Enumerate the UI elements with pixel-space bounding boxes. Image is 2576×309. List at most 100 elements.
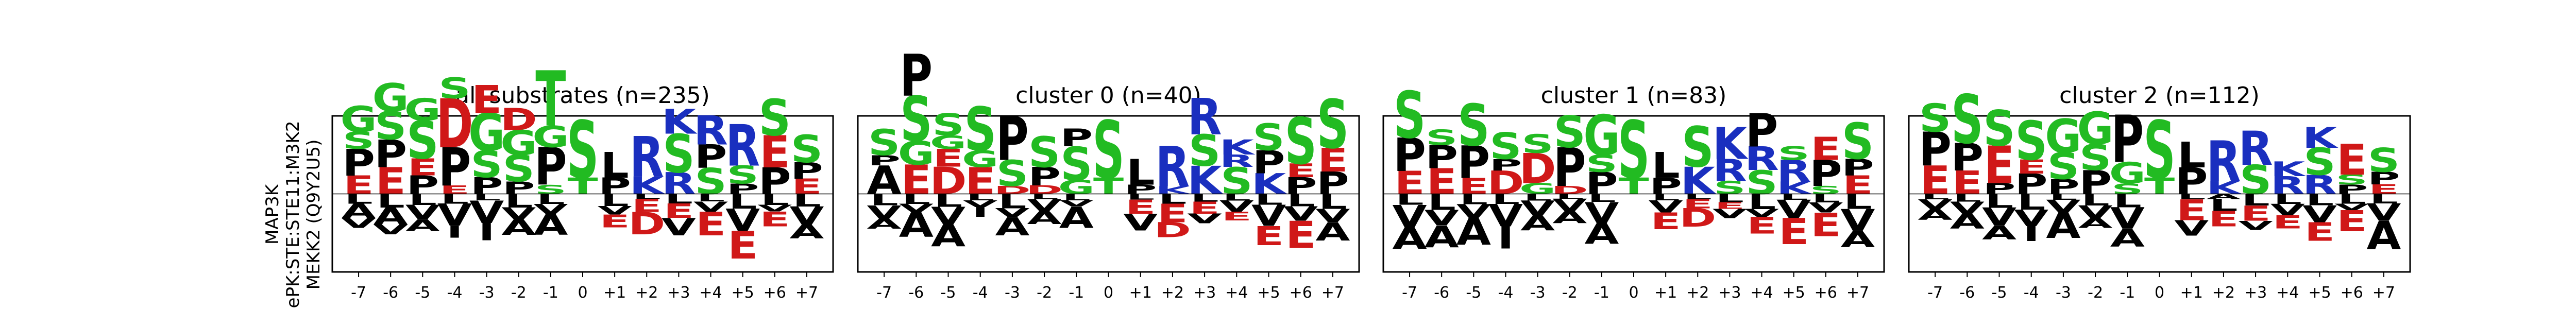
logo-letter-depleted: L <box>1523 192 1552 203</box>
logo-letter: S <box>1586 151 1618 178</box>
logo-letter: P <box>502 178 535 198</box>
logo-letter: L <box>1652 145 1680 186</box>
logo-letter: P <box>694 138 727 176</box>
logo-letter: G <box>500 124 537 164</box>
logo-letter: S <box>1618 105 1650 197</box>
logo-letter: S <box>964 95 996 165</box>
logo-letter-depleted: V <box>1059 199 1094 209</box>
logo-letter: S <box>1983 99 2015 157</box>
logo-letter-depleted: I <box>972 205 989 220</box>
logo-letter: P <box>1124 182 1157 197</box>
logo-letter-depleted: A <box>1059 201 1094 235</box>
logo-letter-depleted: V <box>469 194 504 230</box>
logo-letter: G <box>468 104 505 164</box>
logo-letter: L <box>1126 152 1155 193</box>
logo-letter: G <box>341 98 377 141</box>
figure-ylabel: MAP3K ePK:STE:STE11:M3K2 MEKK2 (Q9Y2U5) <box>262 121 324 308</box>
logo-letter-depleted: V <box>1393 199 1427 235</box>
logo-letter-depleted: A <box>2206 193 2241 201</box>
logo-letter: S <box>1252 116 1284 159</box>
x-tick-label: +1 <box>603 284 626 302</box>
logo-letter-depleted: E <box>727 223 758 267</box>
logo-letter: K <box>1219 135 1256 159</box>
logo-letter-depleted: E <box>664 200 694 223</box>
logo-letter: K <box>1251 168 1287 201</box>
logo-letter-depleted: A <box>533 209 568 242</box>
logo-letter-depleted: V <box>1808 200 1843 216</box>
logo-letter-depleted: V <box>1456 200 1492 222</box>
logo-letter: A <box>867 158 902 204</box>
logo-letter-depleted: V <box>2110 202 2145 236</box>
logo-letter-depleted: A <box>867 216 902 232</box>
x-tick-label: +5 <box>2308 284 2331 302</box>
logo-letter: D <box>1519 144 1556 193</box>
logo-letter: G <box>2045 109 2081 163</box>
logo-letter-depleted: V <box>662 214 696 241</box>
x-tick-label: +7 <box>1321 284 1344 302</box>
logo-letter: S <box>1221 160 1252 203</box>
logo-letter-depleted: D <box>1679 203 1716 233</box>
logo-letter: R <box>2270 171 2305 200</box>
logo-letter: P <box>1553 138 1586 199</box>
logo-letter: P <box>1458 137 1490 188</box>
logo-letter-depleted: V <box>2334 202 2369 212</box>
x-tick-label: -3 <box>1005 284 1020 302</box>
logo-letter-depleted: L <box>1190 192 1218 204</box>
logo-letter: R <box>1156 135 1190 200</box>
logo-letter-depleted: A <box>1315 217 1350 246</box>
logo-letter: R <box>2302 170 2337 200</box>
logo-letter-depleted: L <box>1953 192 1981 204</box>
logo-letter: D <box>436 85 473 164</box>
logo-letter: S <box>406 111 438 171</box>
logo-letter: S <box>1489 126 1521 168</box>
logo-letter: P <box>1649 174 1682 200</box>
x-tick-label: -4 <box>973 284 988 302</box>
logo-letter: P <box>2079 163 2112 201</box>
logo-letter: E <box>439 183 470 196</box>
logo-letter: P <box>1425 139 1458 176</box>
x-tick-label: +2 <box>1161 284 1184 302</box>
logo-letter: P <box>374 132 406 176</box>
logo-letter: P <box>1252 144 1285 181</box>
logo-letter: S <box>726 161 758 190</box>
logo-letter-depleted: A <box>1393 222 1427 256</box>
logo-letter: S <box>2047 145 2079 187</box>
logo-letter-depleted: E <box>1222 210 1252 224</box>
logo-letter: P <box>1393 128 1426 182</box>
logo-letter-depleted: A <box>501 215 536 240</box>
logo-letter: S <box>1919 96 1951 141</box>
x-tick-label: 0 <box>578 284 587 302</box>
logo-letter: P <box>1585 166 1618 201</box>
logo-letter-depleted: A <box>995 212 1030 242</box>
logo-letter: P <box>1489 156 1522 174</box>
x-tick-label: +4 <box>1750 284 1773 302</box>
logo-letter: G <box>898 134 935 172</box>
logo-letter-depleted: L <box>1780 192 1808 202</box>
x-tick-label: -5 <box>941 284 956 302</box>
logo-letter: P <box>2367 168 2400 188</box>
logo-letter-depleted: E <box>1810 206 1841 244</box>
logo-letter: P <box>868 152 901 169</box>
logo-panel-3: cluster 2 (n=112)-7EPSLVA-6EPSLVA-5PESLV… <box>1908 81 2411 302</box>
logo-letter-depleted: A <box>1520 212 1555 235</box>
logo-letter: K <box>630 173 666 200</box>
logo-letter-depleted: I <box>478 218 495 246</box>
logo-letter-depleted: L <box>1223 192 1251 203</box>
logo-letter: P <box>1028 162 1061 192</box>
logo-letter-depleted: E <box>600 211 630 232</box>
logo-letter-depleted: V <box>1713 207 1747 221</box>
panel-title: all substrates (n=235) <box>455 82 710 109</box>
logo-letter: S <box>1682 115 1714 180</box>
logo-letter-depleted: A <box>1840 227 1875 252</box>
logo-letter-depleted: V <box>2174 216 2209 241</box>
logo-letter: K <box>2302 122 2338 155</box>
logo-letter: E <box>376 160 406 203</box>
x-tick-label: +6 <box>1815 284 1837 302</box>
logo-letter: P <box>1951 135 1984 179</box>
logo-letter: E <box>965 160 995 202</box>
x-tick-label: -3 <box>1530 284 1546 302</box>
logo-letter: P <box>2175 160 2208 202</box>
logo-letter: P <box>2111 102 2144 178</box>
logo-letter-depleted: A <box>1552 208 1587 227</box>
